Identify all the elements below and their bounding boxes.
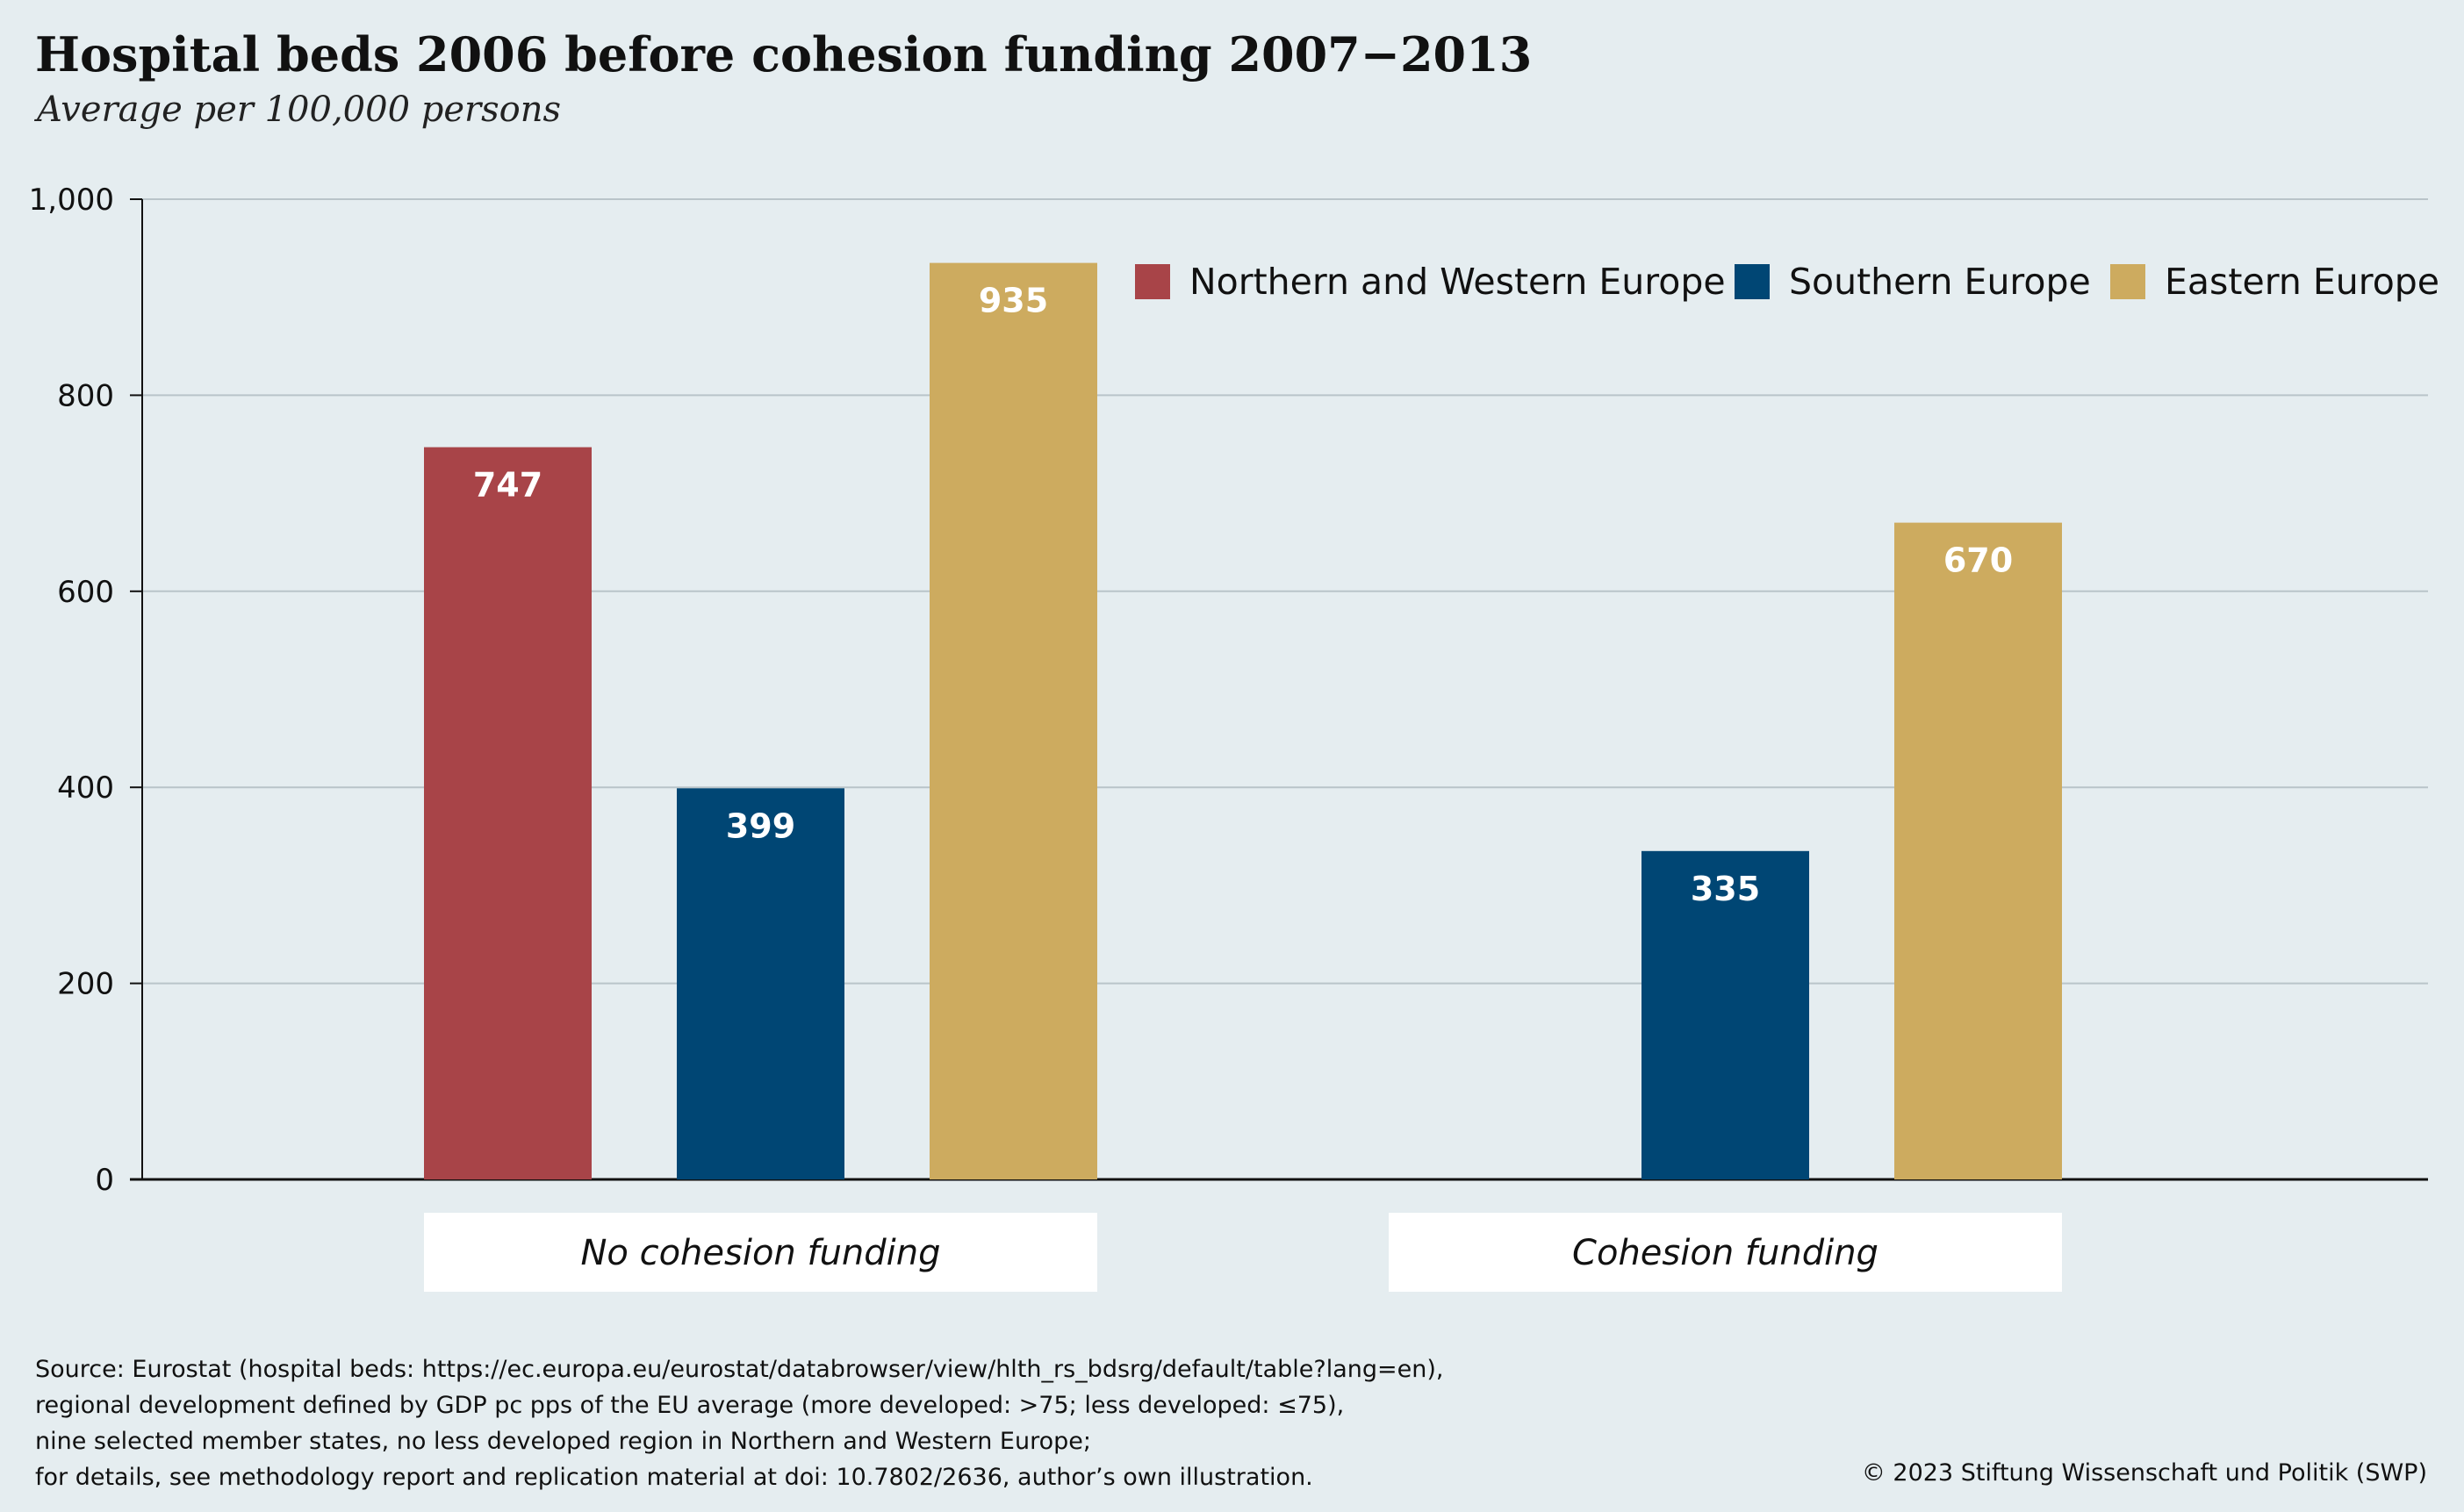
source-line: nine selected member states, no less dev… bbox=[35, 1428, 1091, 1455]
y-tick-label: 400 bbox=[57, 770, 114, 806]
copyright: © 2023 Stiftung Wissenschaft und Politik… bbox=[1861, 1459, 2427, 1487]
legend-label: Eastern Europe bbox=[2165, 261, 2439, 303]
bar-value-label: 935 bbox=[979, 282, 1048, 320]
bar-value-label: 747 bbox=[473, 466, 542, 505]
source-note: Source: Eurostat (hospital beds: https:/… bbox=[35, 1351, 1443, 1495]
chart-subtitle: Average per 100,000 persons bbox=[37, 90, 562, 130]
y-tick-label: 1,000 bbox=[29, 183, 114, 218]
legend-swatch bbox=[1135, 264, 1170, 299]
y-tick-label: 0 bbox=[95, 1163, 114, 1198]
legend: Northern and Western Europe Southern Euro… bbox=[1135, 261, 2439, 303]
bar bbox=[424, 447, 592, 1179]
legend-label: Southern Europe bbox=[1789, 261, 2091, 303]
bar bbox=[1894, 522, 2062, 1179]
category-label: No cohesion funding bbox=[580, 1233, 940, 1273]
category-label-box bbox=[424, 1213, 1097, 1292]
bars: 747 399 935 335 670 bbox=[424, 262, 2062, 1180]
source-line: Source: Eurostat (hospital beds: https:/… bbox=[35, 1356, 1444, 1383]
category-label: Cohesion funding bbox=[1572, 1233, 1879, 1273]
legend-swatch bbox=[1735, 264, 1770, 299]
y-tick-label: 600 bbox=[57, 575, 114, 610]
y-tick-label: 200 bbox=[57, 967, 114, 1002]
bar bbox=[930, 262, 1097, 1180]
source-line: for details, see methodology report and … bbox=[35, 1464, 1313, 1491]
chart-title: Hospital beds 2006 before cohesion fundi… bbox=[35, 26, 1533, 82]
legend-swatch bbox=[2110, 264, 2145, 299]
bar-value-label: 399 bbox=[726, 806, 795, 845]
y-tick-label: 800 bbox=[57, 378, 114, 413]
bar-value-label: 335 bbox=[1691, 870, 1760, 908]
y-axis-ticks: 0 200 400 600 800 1,000 bbox=[29, 183, 142, 1198]
bar bbox=[1641, 850, 1809, 1179]
bar-value-label: 670 bbox=[1943, 541, 2013, 580]
category-label-box bbox=[1389, 1213, 2062, 1292]
bar bbox=[677, 788, 844, 1179]
source-line: regional development defined by GDP pc p… bbox=[35, 1392, 1345, 1419]
category-labels: No cohesion funding Cohesion funding bbox=[424, 1213, 2062, 1292]
bar-chart: 0 200 400 600 800 1,000 747 399 935 335 670 No co… bbox=[29, 183, 2439, 1292]
legend-label: Northern and Western Europe bbox=[1189, 261, 1726, 303]
